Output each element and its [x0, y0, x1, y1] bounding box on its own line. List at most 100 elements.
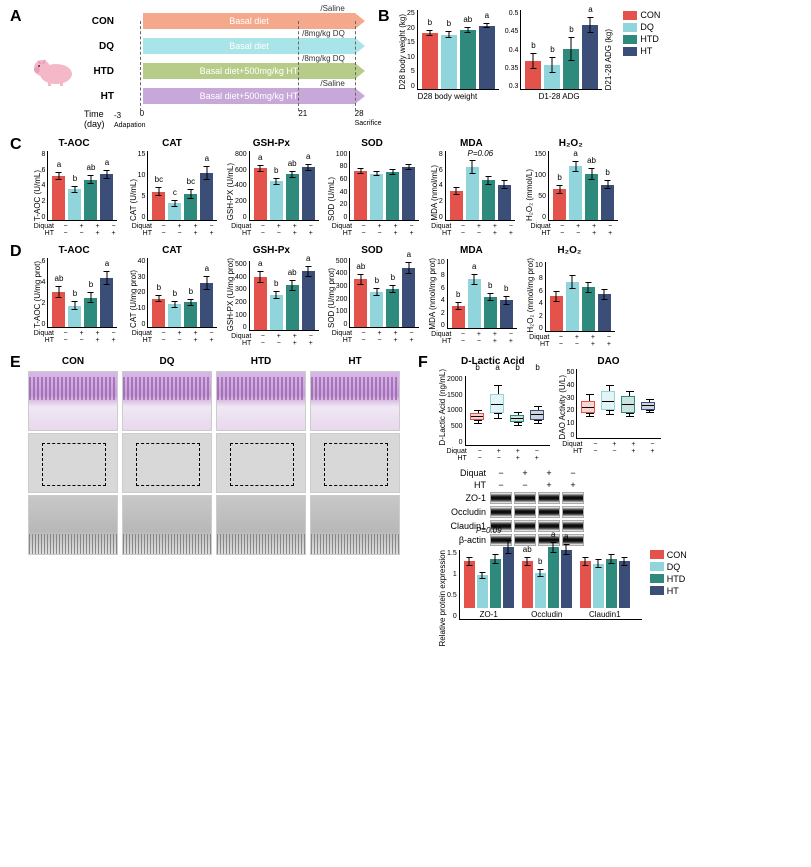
x-axis-treatment: Diquat−++− HT−−++	[225, 223, 317, 237]
he-stain-image	[310, 371, 400, 431]
bar-chart: CAT CAT (U/mL) 151050 bc c bc a Diquat−+…	[126, 138, 218, 237]
sig-letter: b	[447, 19, 451, 28]
tl-diet-bar: Basal diet+500mg/kg HT	[143, 88, 355, 104]
bar-chart: MDA MDA (nmol/mL) 86420 P=0.06 Diquat−++…	[425, 138, 517, 237]
em-image-low	[216, 433, 306, 493]
bar: a	[100, 174, 113, 220]
sig-letter: a	[588, 5, 592, 14]
x-axis-label: D1-28 ADG	[539, 92, 580, 101]
bar: ab	[52, 292, 65, 327]
y-axis-label: GSH-PX (U/mg prot)	[224, 258, 235, 331]
sig-letter: b	[274, 279, 278, 288]
bar: b	[370, 292, 383, 327]
legend-text: HT	[640, 46, 652, 56]
sig-letter: ab	[288, 268, 297, 277]
bar	[450, 191, 463, 220]
bar-chart: T-AOC T-AOC (U/mL) 86420 a b ab a Diquat…	[28, 138, 120, 237]
x-axis-protein-label: ZO-1	[480, 610, 498, 619]
y-axis-label: MDA (nmol/mg prot)	[426, 258, 437, 330]
chart-title: DAO	[597, 356, 619, 367]
x-axis-label: D28 body weight	[418, 92, 478, 101]
bar: a	[468, 279, 481, 328]
bar	[503, 547, 514, 608]
bar: b	[500, 300, 513, 328]
he-stain-image	[28, 371, 118, 431]
bar: b	[270, 295, 283, 330]
tl-group-label: HT	[84, 91, 118, 102]
panel-label-b: B	[378, 8, 390, 26]
blot-band	[538, 520, 560, 532]
em-image-low	[28, 433, 118, 493]
bar-chart: SOD SOD (U/mL) 100806040200 Diquat−++− H…	[325, 138, 420, 237]
sig-letter: b	[475, 363, 479, 407]
bar-chart: GSH-Px GSH-PX (U/mg prot) 50040030020010…	[224, 245, 319, 349]
sig-letter: bc	[187, 177, 195, 186]
y-axis-label: T-AOC (U/mg prot)	[31, 261, 42, 328]
panel-label-a: A	[10, 8, 22, 26]
sig-letter: a	[485, 11, 489, 20]
bar: a	[561, 550, 572, 608]
sig-letter: ab	[463, 15, 472, 24]
x-axis-treatment: Diquat−++− HT−−++	[556, 441, 660, 455]
bar: b	[68, 306, 81, 327]
bar: b	[84, 298, 97, 327]
legend-f: CONDQHTDHT	[650, 550, 687, 647]
chart-title: T-AOC	[58, 138, 89, 149]
bar	[580, 561, 591, 608]
panel-label-d: D	[10, 243, 22, 261]
bar: a	[254, 168, 267, 220]
chart-title: CAT	[162, 138, 182, 149]
legend-text: HTD	[640, 34, 659, 44]
bar	[477, 575, 488, 608]
legend-item-ht: HT	[623, 46, 660, 56]
sig-letter: b	[504, 284, 508, 293]
em-image-low	[310, 433, 400, 493]
tl-injection-note: /Saline	[320, 79, 344, 88]
hist-group-label: CON	[62, 356, 84, 367]
bar-chart: CAT CAT (U/mg prot) 403020100 b b b a Di…	[126, 245, 218, 349]
sig-letter: a	[105, 158, 109, 167]
box: b	[530, 375, 546, 445]
legend-text: DQ	[640, 22, 654, 32]
sig-letter: b	[569, 25, 573, 34]
sig-letter: ab	[55, 274, 64, 283]
bar	[550, 296, 563, 331]
x-axis-treatment: Diquat−++− HT−−++	[28, 330, 120, 344]
chart-title: T-AOC	[58, 245, 89, 256]
bar	[566, 282, 579, 331]
blot-band	[490, 492, 512, 504]
sig-letter: a	[258, 259, 262, 268]
timeline-row-ht: HT Basal diet+500mg/kg HT /Saline	[84, 85, 370, 107]
bar: b	[601, 185, 614, 220]
bar: ab	[286, 174, 299, 220]
sig-letter: b	[531, 41, 535, 50]
x-axis-treatment: Diquat−++− HT−−++	[525, 223, 617, 237]
sig-letter: b	[274, 166, 278, 175]
bar: b	[452, 306, 465, 328]
sig-letter: b	[456, 290, 460, 299]
bar: b	[544, 65, 560, 89]
sig-letter: a	[573, 149, 577, 158]
legend-item-con: CON	[650, 550, 687, 560]
bar-chart: 0.50.450.40.350.3 b b b a D21-28 ADG (kg…	[505, 10, 614, 101]
bar: a	[200, 283, 213, 327]
legend-item-con: CON	[623, 10, 660, 20]
y-axis-label: T-AOC (U/mL)	[31, 170, 42, 221]
x-axis-treatment: Diquat−++− HT−−++	[326, 223, 418, 237]
em-image-low	[122, 433, 212, 493]
hist-col-htd: HTD	[216, 356, 306, 555]
sig-letter: ab	[356, 262, 365, 271]
bar: a	[302, 271, 315, 330]
blot-band	[562, 506, 584, 518]
tl-injection-note: /Saline	[320, 4, 344, 13]
y-axis-label: D-Lactic Acid (ng/mL)	[436, 369, 447, 445]
panel-label-c: C	[10, 136, 22, 154]
sig-letter: a	[258, 153, 262, 162]
chart-title: MDA	[460, 245, 483, 256]
bar: b	[152, 299, 165, 327]
sig-letter: ab	[288, 159, 297, 168]
y-axis-label: SOD (U/mg prot)	[325, 268, 336, 328]
p-value-note: P=0.09	[476, 526, 502, 535]
tl-injection-note: /8mg/kg DQ	[302, 29, 345, 38]
he-stain-image	[122, 371, 212, 431]
